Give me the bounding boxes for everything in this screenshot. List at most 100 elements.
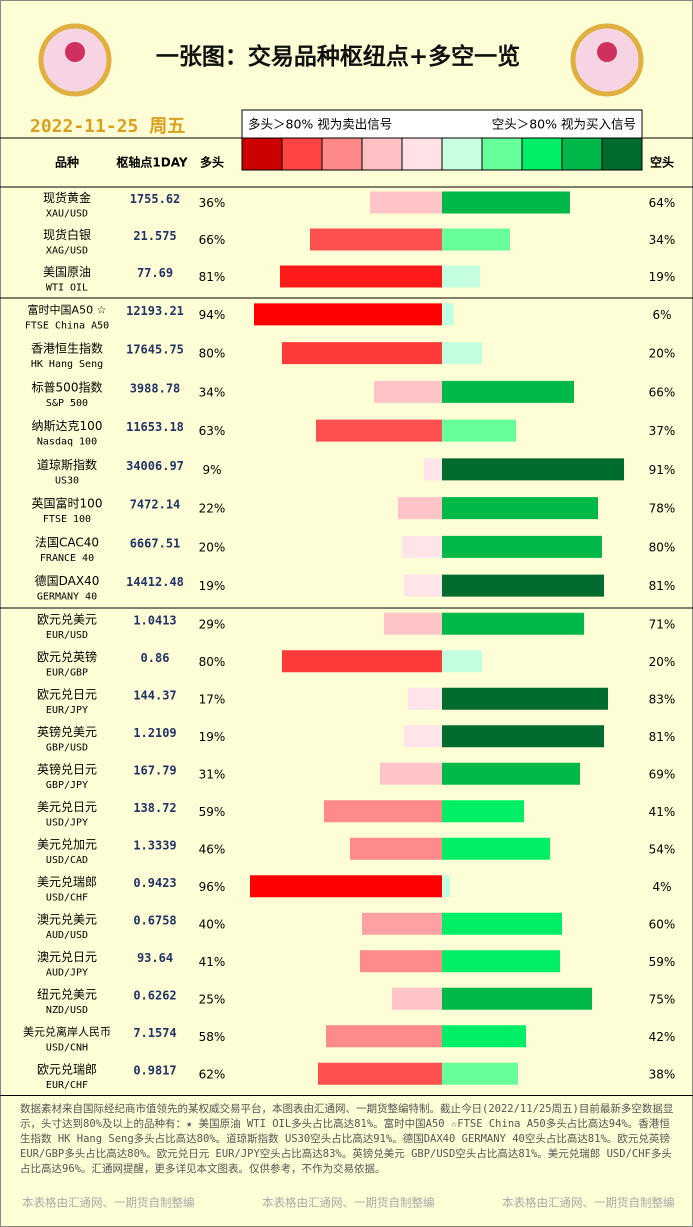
legend-short: 空头＞80% 视为买入信号 xyxy=(492,117,636,132)
long-bar xyxy=(402,535,442,558)
pivot: 17645.75 xyxy=(126,343,184,357)
date: 2022-11-25 周五 xyxy=(30,116,185,137)
long-bar xyxy=(408,687,442,710)
short-bar xyxy=(442,191,570,214)
instrument-name: 英国富时100 xyxy=(32,496,103,511)
long-bar xyxy=(404,574,442,597)
short-label: 4% xyxy=(652,880,671,894)
instrument-code: GBP/JPY xyxy=(46,780,88,791)
instrument-name: 纳斯达克100 xyxy=(32,419,103,433)
long-label: 36% xyxy=(199,196,226,210)
footnote: 数据素材来自国际经纪商市值领先的某权威交易平台，本图表由汇通网、一期货整编特制。… xyxy=(20,1103,674,1175)
short-label: 34% xyxy=(649,233,676,247)
short-label: 54% xyxy=(649,842,676,856)
short-bar xyxy=(442,228,510,251)
instrument-name: 澳元兑美元 xyxy=(37,912,97,926)
instrument-code: FTSE 100 xyxy=(43,514,91,525)
instrument-code: EUR/JPY xyxy=(46,705,88,716)
short-label: 66% xyxy=(649,385,676,399)
legend-swatch xyxy=(361,137,403,171)
legend-swatch xyxy=(521,137,563,171)
pivot: 0.9817 xyxy=(133,1063,176,1077)
short-label: 83% xyxy=(649,692,676,706)
pivot: 0.9423 xyxy=(133,876,176,890)
legend-swatch xyxy=(481,137,523,171)
short-bar xyxy=(442,497,598,520)
pivot: 167.79 xyxy=(133,763,176,777)
short-label: 20% xyxy=(649,655,676,669)
instrument-code: Nasdaq 100 xyxy=(37,437,97,448)
instrument-name: 欧元兑英镑 xyxy=(37,649,97,664)
col-header: 品种 xyxy=(55,155,79,170)
col-header: 空头 xyxy=(650,155,674,170)
short-bar xyxy=(442,837,550,860)
short-bar xyxy=(442,574,604,597)
instrument-name: 法国CAC40 xyxy=(35,535,99,549)
long-label: 17% xyxy=(199,692,226,706)
legend-swatch xyxy=(321,137,363,171)
instrument-name: 欧元兑日元 xyxy=(37,687,97,701)
legend-swatch xyxy=(281,137,323,171)
instrument-name: 欧元兑美元 xyxy=(37,612,97,626)
long-label: 22% xyxy=(199,502,226,516)
long-label: 63% xyxy=(199,424,226,438)
instrument-name: 欧元兑瑞郎 xyxy=(37,1062,97,1076)
instrument-code: GBP/USD xyxy=(46,742,88,753)
short-label: 59% xyxy=(649,955,676,969)
long-bar xyxy=(370,191,442,214)
short-bar xyxy=(442,612,584,635)
pivot: 144.37 xyxy=(133,688,176,702)
long-label: 40% xyxy=(199,917,226,931)
long-bar xyxy=(374,380,442,403)
long-bar xyxy=(280,265,442,288)
instrument-code: FRANCE 40 xyxy=(40,553,94,564)
pivot: 21.575 xyxy=(133,229,176,243)
instrument-name: 香港恒生指数 xyxy=(31,341,103,356)
short-bar xyxy=(442,419,516,442)
long-bar xyxy=(380,762,442,785)
legend-swatch xyxy=(401,137,443,171)
pivot: 1.0413 xyxy=(133,613,176,627)
short-bar xyxy=(442,912,562,935)
short-bar xyxy=(442,650,482,673)
watermark: 本表格由汇通网、一期货自制整编 xyxy=(22,1196,195,1210)
instrument-name: 美元兑瑞郎 xyxy=(37,875,97,889)
instrument-code: GERMANY 40 xyxy=(37,592,97,603)
long-bar xyxy=(326,1025,442,1048)
short-label: 20% xyxy=(649,347,676,361)
long-bar xyxy=(316,419,442,442)
short-bar xyxy=(442,725,604,748)
short-bar xyxy=(442,342,482,365)
long-bar xyxy=(250,875,442,898)
pivot: 34006.97 xyxy=(126,459,184,473)
long-label: 9% xyxy=(202,463,221,477)
short-label: 41% xyxy=(649,805,676,819)
short-label: 6% xyxy=(652,308,671,322)
long-label: 80% xyxy=(199,347,226,361)
long-label: 80% xyxy=(199,655,226,669)
instrument-code: AUD/USD xyxy=(46,930,88,941)
instrument-name: 美元兑加元 xyxy=(37,837,97,851)
instrument-name: 澳元兑日元 xyxy=(37,950,97,964)
long-bar xyxy=(318,1062,442,1085)
short-bar xyxy=(442,535,602,558)
instrument-code: EUR/USD xyxy=(46,630,88,641)
long-label: 66% xyxy=(199,233,226,247)
instrument-code: NZD/USD xyxy=(46,1005,88,1016)
legend-swatch xyxy=(561,137,603,171)
instrument-code: FTSE China A50 xyxy=(25,320,109,331)
instrument-code: USD/CNH xyxy=(46,1042,88,1053)
logo-flower xyxy=(597,42,617,62)
long-label: 81% xyxy=(199,270,226,284)
watermark: 本表格由汇通网、一期货自制整编 xyxy=(262,1196,435,1210)
pivot: 7472.14 xyxy=(130,498,181,512)
short-label: 81% xyxy=(649,730,676,744)
short-bar xyxy=(442,380,574,403)
instrument-name: 美元兑日元 xyxy=(37,800,97,814)
pivot: 0.6758 xyxy=(133,913,176,927)
short-bar xyxy=(442,950,560,973)
short-label: 60% xyxy=(649,917,676,931)
long-bar xyxy=(254,303,442,326)
legend-swatch xyxy=(241,137,283,171)
